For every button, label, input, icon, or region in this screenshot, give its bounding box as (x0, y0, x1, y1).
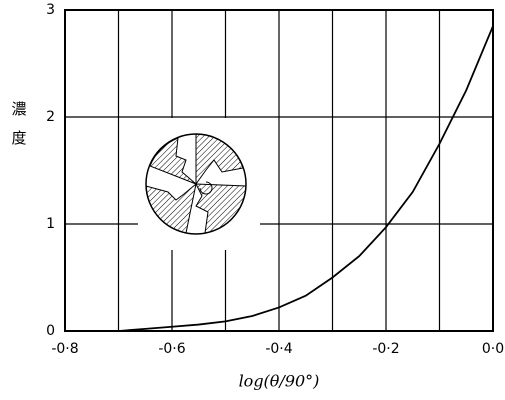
disk-sector (195, 183, 247, 234)
x-tick-label: 0·0 (482, 341, 504, 357)
y-tick-label: 2 (46, 109, 55, 125)
x-axis-label: log(θ/90°) (239, 372, 320, 391)
x-tick-label: -0·8 (51, 341, 78, 357)
disk-sector (195, 133, 244, 186)
rotation-arrow (199, 181, 213, 195)
x-tick-label: -0·4 (265, 341, 292, 357)
grid (64, 9, 494, 332)
y-tick-label: 3 (46, 2, 55, 18)
y-tick-label: 1 (46, 216, 55, 232)
plot-frame (64, 9, 494, 332)
y-tick-label: 0 (46, 323, 55, 339)
disk-sector (149, 137, 197, 185)
disk-diagram (138, 118, 260, 250)
data-line (118, 25, 494, 332)
disk-sector (145, 182, 197, 234)
x-tick-label: -0·2 (372, 341, 399, 357)
y-axis-label: 濃度 (10, 101, 28, 159)
x-tick-label: -0·6 (158, 341, 185, 357)
